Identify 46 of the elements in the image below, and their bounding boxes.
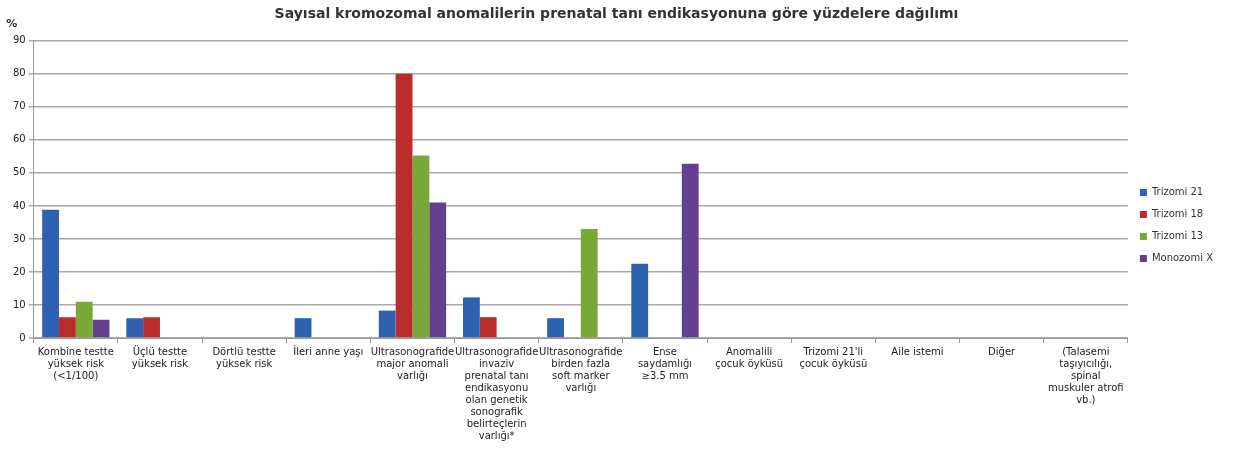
bar (429, 202, 447, 338)
y-axis-title: % (6, 16, 18, 30)
bar (479, 317, 497, 338)
bar (294, 318, 312, 338)
y-tick-label: 60 (12, 133, 26, 145)
x-tick-label: Trizomi 21'li çocuk öyküsü (799, 345, 868, 369)
bar (395, 73, 413, 338)
x-tick-label: Ultrasonografide invaziv prenatal tanı endikasyonu olan genetik sonografik belirteçlerin varlığı* (454, 345, 539, 441)
bar (92, 319, 110, 338)
x-tick-label: Ultrasonografide birden fazla soft marker varlığı (539, 345, 623, 393)
legend-label: Trizomi 13 (1150, 230, 1204, 242)
bar (75, 301, 93, 338)
x-tick-label: Kombine testte yüksek risk (<1/100) (37, 345, 114, 381)
bar (412, 155, 430, 338)
y-tick-label: 40 (12, 199, 26, 211)
legend-label: Monozomi X (1151, 252, 1214, 264)
x-tick-label: Aile istemi (891, 345, 944, 357)
bar (631, 263, 649, 338)
x-tick-label: Dörtlü testte yüksek risk (212, 345, 276, 369)
x-tick-label: Diğer (988, 345, 1017, 357)
y-tick-label: 30 (12, 232, 26, 244)
y-tick-label: 70 (12, 100, 26, 112)
x-tick-label: Ense saydamlığı ≥3.5 mm (637, 345, 693, 381)
y-tick-label: 50 (12, 166, 26, 178)
y-tick-label: 90 (12, 34, 26, 46)
x-tick-label: Anomalili çocuk öyküsü (715, 345, 784, 369)
y-tick-label: 20 (12, 265, 26, 277)
y-tick-label: 0 (19, 331, 26, 343)
bar (126, 318, 144, 338)
bar (681, 163, 699, 338)
bar (580, 229, 598, 338)
x-tick-label: Ultrasonografide major anomali varlığı (370, 345, 455, 381)
bar (462, 297, 480, 338)
y-tick-label: 80 (12, 67, 26, 79)
bar (378, 310, 396, 338)
x-tick-label: (Talasemi taşıyıcılığı, spinal muskuler atrofi vb.) (1047, 345, 1124, 405)
x-tick-label: Üçlü testte yüksek risk (131, 344, 189, 369)
bar (58, 317, 76, 338)
bar (42, 209, 59, 338)
bar (547, 318, 564, 338)
legend-label: Trizomi 21 (1150, 186, 1204, 198)
legend-label: Trizomi 18 (1150, 208, 1204, 220)
x-tick-label: İleri anne yaşı (293, 344, 364, 357)
y-tick-label: 10 (12, 298, 26, 310)
chart-title: Sayısal kromozomal anomalilerin prenatal tanı endikasyonuna göre yüzdelere dağılımı (274, 5, 959, 22)
bar (143, 317, 160, 338)
